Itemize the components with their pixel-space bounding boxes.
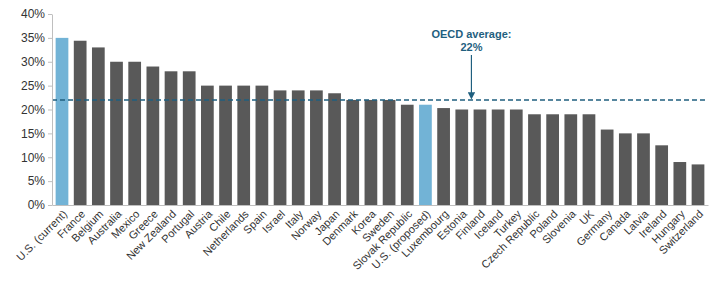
bar — [673, 162, 686, 205]
bar — [274, 90, 287, 205]
y-axis-line — [52, 15, 53, 206]
reference-line — [52, 99, 708, 101]
bar — [310, 90, 323, 205]
y-tick: 35% — [21, 31, 52, 45]
y-tick-mark — [48, 133, 52, 134]
bar — [583, 114, 596, 205]
y-tick-label: 40% — [21, 7, 45, 21]
y-tick: 5% — [28, 174, 52, 188]
y-tick-label: 0% — [28, 198, 46, 212]
bar — [383, 100, 396, 205]
bar — [201, 86, 214, 205]
x-tick-label: Switzerland — [656, 208, 705, 257]
y-tick: 40% — [21, 7, 52, 21]
y-tick-mark — [48, 86, 52, 87]
bar — [474, 110, 487, 206]
bar — [146, 67, 159, 205]
bar — [455, 110, 468, 206]
bar — [492, 110, 505, 206]
bar — [56, 38, 69, 205]
bar — [528, 114, 541, 205]
y-tick-label: 20% — [21, 103, 45, 117]
bar — [510, 110, 523, 206]
bar — [546, 114, 559, 205]
bar — [92, 47, 105, 205]
bar — [328, 93, 341, 205]
bar — [365, 100, 378, 205]
y-tick-mark — [48, 181, 52, 182]
y-tick-mark — [48, 157, 52, 158]
bar — [74, 41, 87, 205]
bar — [183, 71, 196, 205]
annotation: 22% — [460, 41, 482, 53]
bar — [219, 86, 232, 205]
y-tick: 10% — [21, 151, 52, 165]
y-axis: 0% 5% 10% 15% 20% 25% 30% 35% 40% — [21, 7, 53, 212]
x-tick-label: Netherlands — [200, 207, 251, 258]
x-axis-line — [53, 205, 709, 206]
x-tick-label: Czech Republic — [479, 207, 542, 270]
y-tick: 25% — [21, 79, 52, 93]
y-tick-mark — [48, 62, 52, 63]
x-tick: Slovenia — [540, 207, 579, 246]
chart: OECD average:22% 0% 5% 10% 15% 20% 25% 30% 35% 40… — [0, 0, 716, 284]
y-tick-mark — [48, 205, 52, 206]
y-tick-label: 35% — [21, 31, 45, 45]
bar — [637, 133, 650, 205]
y-tick-label: 5% — [28, 174, 46, 188]
y-tick-mark — [48, 14, 52, 15]
annotation-arrow — [471, 55, 472, 96]
bar — [692, 164, 705, 205]
y-tick: 15% — [21, 127, 52, 141]
x-tick: Czech Republic — [479, 207, 542, 270]
y-tick-label: 30% — [21, 55, 45, 69]
annotation: OECD average: — [431, 28, 511, 40]
bar — [165, 71, 178, 205]
bar — [564, 114, 577, 205]
y-tick-label: 15% — [21, 127, 45, 141]
bar — [437, 108, 450, 205]
y-tick-mark — [48, 38, 52, 39]
bar — [346, 100, 359, 205]
bar — [601, 130, 614, 205]
bar — [619, 133, 632, 205]
x-tick: Netherlands — [200, 207, 251, 258]
bar — [237, 86, 250, 205]
x-tick-label: Slovenia — [540, 207, 579, 246]
y-tick: 30% — [21, 55, 52, 69]
x-tick: Switzerland — [656, 208, 705, 257]
bar — [419, 105, 432, 205]
x-axis: U.S. (current)FranceBelgiumAustraliaMexi… — [14, 206, 709, 272]
bar — [256, 86, 269, 205]
bar — [655, 145, 668, 205]
bar — [128, 62, 141, 205]
y-tick-mark — [48, 110, 52, 111]
bar — [292, 90, 305, 205]
y-tick-label: 25% — [21, 79, 45, 93]
y-tick: 0% — [28, 198, 52, 212]
bar — [110, 62, 123, 205]
plot-area — [52, 38, 708, 205]
bar — [401, 105, 414, 205]
y-tick: 20% — [21, 103, 52, 117]
y-tick-label: 10% — [21, 151, 45, 165]
